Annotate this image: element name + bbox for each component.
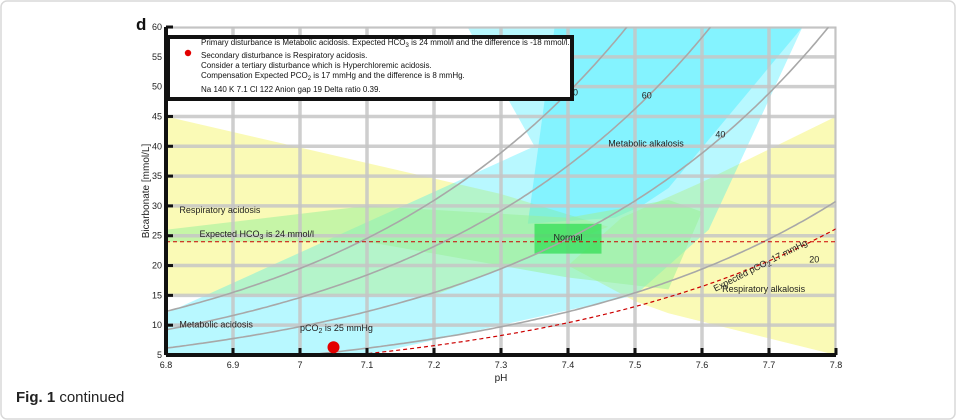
line-layer — [166, 27, 836, 355]
metabolic-acidosis-label: Metabolic acidosis — [179, 320, 253, 330]
info-box: Primary disturbance is Metabolic acidosi… — [166, 35, 574, 101]
x-tick-label: 7.3 — [495, 360, 508, 370]
x-tick-label: 7.4 — [562, 360, 575, 370]
caption-text: continued — [59, 389, 125, 406]
x-tick-label: 6.8 — [160, 360, 173, 370]
respiratory-acidosis-label: Respiratory acidosis — [179, 205, 261, 215]
y-tick-label: 20 — [152, 261, 162, 271]
x-tick-label: 7.8 — [830, 360, 843, 370]
expected-pco2-curve — [348, 228, 836, 355]
y-tick-label: 10 — [152, 320, 162, 330]
isobar-label: 60 — [642, 91, 652, 101]
info-line-3: Consider a tertiary disturbance which is… — [201, 61, 432, 70]
x-tick-label: 7.1 — [361, 360, 374, 370]
pco2-isobar-20 — [299, 200, 836, 355]
figure-caption: Fig. 1 continued — [16, 389, 124, 406]
y-tick-label: 55 — [152, 52, 162, 62]
x-tick-label: 7.6 — [696, 360, 709, 370]
panel-label: d — [136, 15, 146, 34]
x-tick-label: 7.5 — [629, 360, 642, 370]
isobar-label: 40 — [715, 129, 725, 139]
y-tick-label: 30 — [152, 201, 162, 211]
x-tick-label: 6.9 — [227, 360, 240, 370]
x-tick-label: 7 — [297, 360, 302, 370]
metabolic-alkalosis-label: Metabolic alkalosis — [608, 138, 684, 148]
info-line-4: Compensation Expected PCO2 is 17 mmHg an… — [201, 71, 465, 82]
x-axis-label: pH — [495, 373, 508, 384]
y-tick-label: 50 — [152, 82, 162, 92]
y-tick-label: 60 — [152, 22, 162, 32]
y-tick-label: 25 — [152, 231, 162, 241]
y-tick-label: 15 — [152, 290, 162, 300]
isobar-label: 20 — [809, 255, 819, 265]
y-axis-label: Bicarbonate [mmol/L] — [141, 144, 152, 239]
info-line-1: Primary disturbance is Metabolic acidosi… — [201, 38, 570, 49]
y-tick-label: 45 — [152, 111, 162, 121]
info-line-2: Secondary disturbance is Respiratory aci… — [201, 51, 367, 60]
x-tick-label: 7.2 — [428, 360, 441, 370]
red-dot-legend-icon — [184, 49, 192, 57]
pco2-isobar-60 — [166, 27, 712, 331]
info-line-5: Na 140 K 7.1 Cl 122 Anion gap 19 Delta r… — [201, 85, 381, 94]
caption-label: Fig. 1 — [16, 389, 56, 406]
patient-pco2-label: pCO2 is 25 mmHg — [300, 323, 373, 335]
normal-label: Normal — [553, 232, 582, 242]
pco2-isobar-40 — [166, 27, 830, 349]
pco2-isobar-80 — [166, 27, 628, 313]
x-tick-label: 7.7 — [763, 360, 776, 370]
patient-data-point — [327, 341, 340, 354]
expected-hco3-label: Expected HCO3 is 24 mmol/l — [200, 229, 314, 241]
y-tick-label: 5 — [157, 350, 162, 360]
y-tick-label: 40 — [152, 141, 162, 151]
respiratory-alkalosis-label: Respiratory alkalosis — [722, 284, 806, 294]
y-tick-label: 35 — [152, 171, 162, 181]
